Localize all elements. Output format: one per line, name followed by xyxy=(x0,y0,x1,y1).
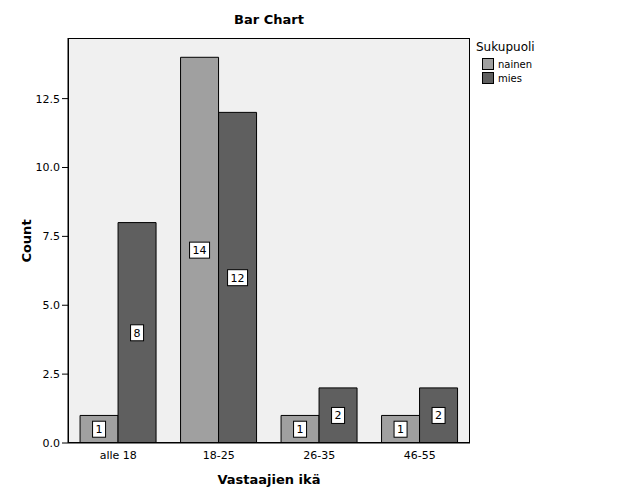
html-text:Vastaajien ikä: Vastaajien ikä xyxy=(217,472,321,487)
svg-text:5.0: 5.0 xyxy=(43,299,61,312)
svg-text:8: 8 xyxy=(134,327,141,340)
svg-text:1: 1 xyxy=(297,423,304,436)
svg-text:18-25: 18-25 xyxy=(203,449,235,462)
html-text:mies: mies xyxy=(498,72,522,84)
svg-text:2: 2 xyxy=(335,409,342,422)
svg-text:alle 18: alle 18 xyxy=(100,449,137,462)
svg-text:1: 1 xyxy=(397,423,404,436)
html-text:nainen: nainen xyxy=(498,58,533,70)
html-text:Sukupuoli: Sukupuoli xyxy=(476,40,535,54)
svg-text:0.0: 0.0 xyxy=(43,437,61,450)
svg-text:2.5: 2.5 xyxy=(43,368,61,381)
svg-text:12: 12 xyxy=(231,272,245,285)
svg-text:2: 2 xyxy=(435,409,442,422)
html-text:Bar Chart: Bar Chart xyxy=(234,12,304,27)
svg-text:7.5: 7.5 xyxy=(43,230,61,243)
svg-text:46-55: 46-55 xyxy=(404,449,436,462)
svg-text:26-35: 26-35 xyxy=(303,449,335,462)
svg-text:10.0: 10.0 xyxy=(36,161,61,174)
svg-text:12.5: 12.5 xyxy=(36,93,61,106)
svg-text:1: 1 xyxy=(96,423,103,436)
html-text:Count: Count xyxy=(18,218,34,263)
svg-text:14: 14 xyxy=(193,244,207,257)
